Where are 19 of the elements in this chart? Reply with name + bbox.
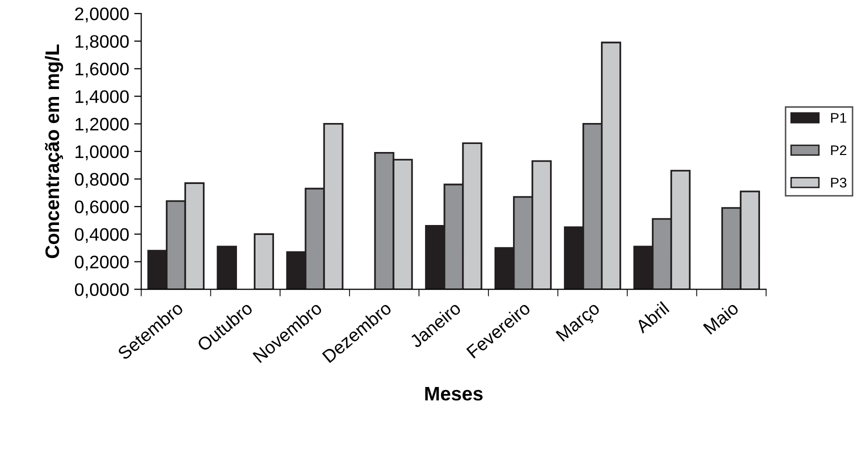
y-axis-title: Concentração em mg/L <box>44 44 64 258</box>
legend-label: P1 <box>831 113 846 123</box>
y-tick-label: 0,0000 <box>74 283 129 298</box>
x-axis-title: Meses <box>425 386 483 401</box>
y-tick-label: 1,2000 <box>76 118 129 133</box>
y-tick-label: 1,6000 <box>76 62 129 78</box>
y-tick-label: 0,2000 <box>74 256 129 271</box>
y-tick-label: 1,0000 <box>76 145 129 160</box>
y-tick-label: 0,6000 <box>74 200 129 216</box>
y-tick-label: 1,8000 <box>76 35 129 50</box>
y-tick-label: 2,0000 <box>75 7 129 22</box>
y-tick-label: 0,8000 <box>74 172 129 188</box>
legend-label: P3 <box>831 178 846 188</box>
y-tick-label: 0,4000 <box>74 228 129 243</box>
bar <box>216 246 237 290</box>
bar <box>254 233 274 290</box>
x-tick-label: Maio <box>702 300 740 335</box>
y-tick-label: 1,4000 <box>76 90 129 106</box>
legend-label: P2 <box>831 145 846 156</box>
